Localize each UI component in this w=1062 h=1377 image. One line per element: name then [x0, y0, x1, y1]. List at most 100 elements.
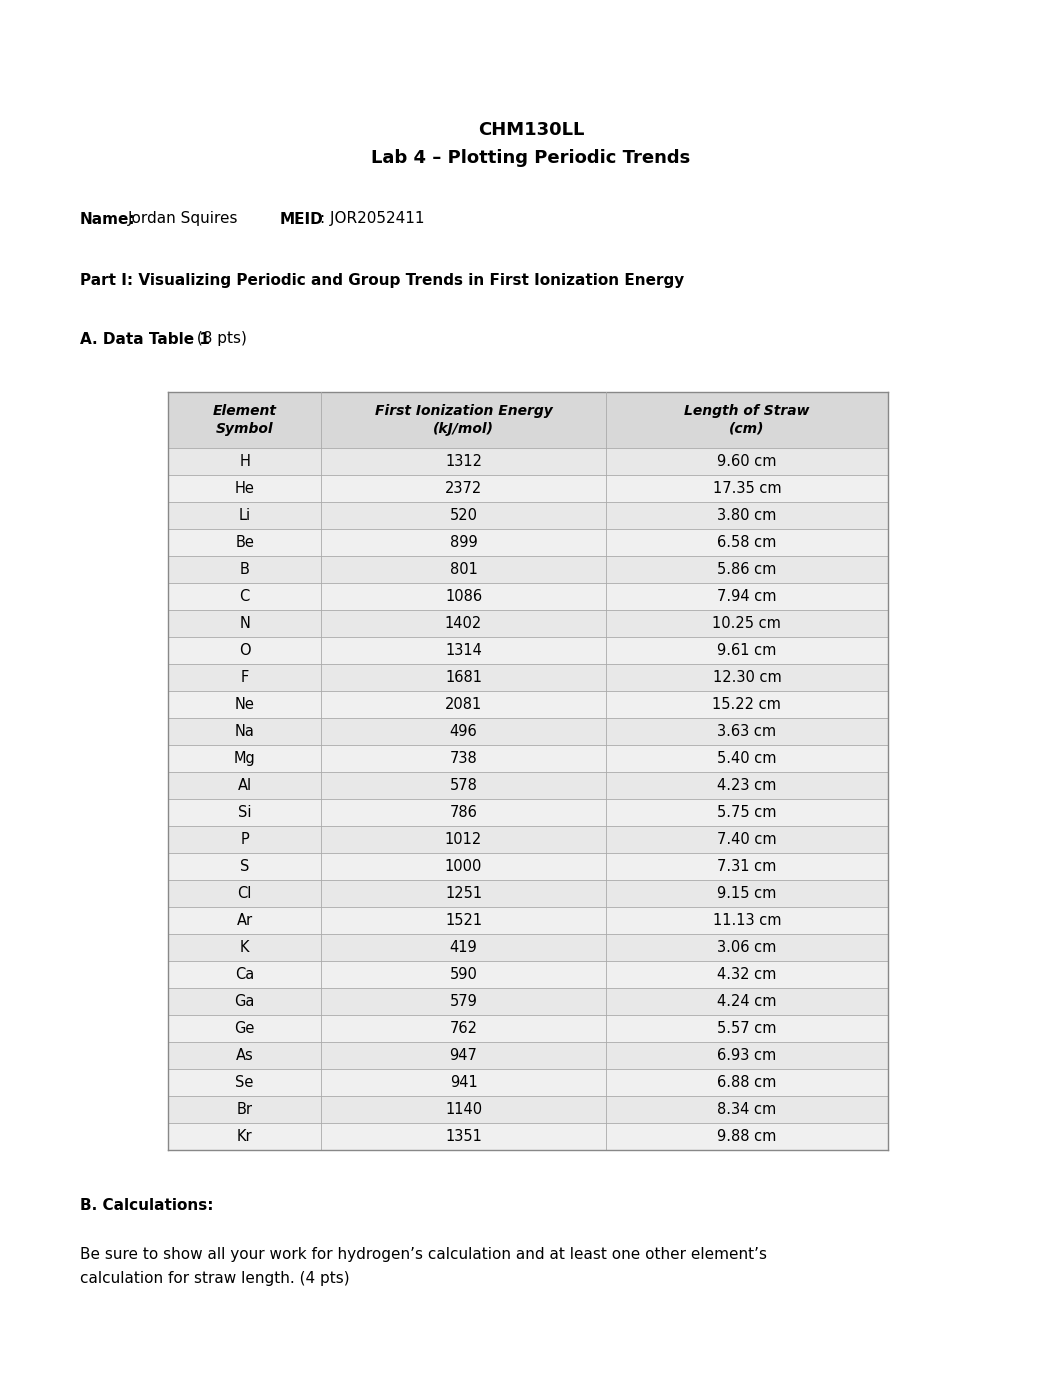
- Text: 4.32 cm: 4.32 cm: [717, 967, 776, 982]
- Text: 1312: 1312: [445, 454, 482, 470]
- Text: 1012: 1012: [445, 832, 482, 847]
- Text: 2081: 2081: [445, 697, 482, 712]
- Bar: [168, 717, 888, 745]
- Bar: [168, 1124, 888, 1150]
- Bar: [168, 1015, 888, 1042]
- Text: 1251: 1251: [445, 885, 482, 901]
- Bar: [168, 934, 888, 961]
- Text: 17.35 cm: 17.35 cm: [713, 481, 782, 496]
- Text: 5.57 cm: 5.57 cm: [717, 1020, 776, 1036]
- Text: 3.06 cm: 3.06 cm: [717, 940, 776, 956]
- Text: 5.75 cm: 5.75 cm: [717, 806, 776, 819]
- Bar: [168, 392, 888, 448]
- Bar: [168, 826, 888, 852]
- Text: 6.58 cm: 6.58 cm: [717, 536, 776, 549]
- Text: H: H: [239, 454, 251, 470]
- Text: 786: 786: [449, 806, 478, 819]
- Text: 899: 899: [449, 536, 478, 549]
- Text: 6.93 cm: 6.93 cm: [717, 1048, 776, 1063]
- Text: Part I: Visualizing Periodic and Group Trends in First Ionization Energy: Part I: Visualizing Periodic and Group T…: [80, 274, 684, 289]
- Text: 8.34 cm: 8.34 cm: [717, 1102, 776, 1117]
- Text: N: N: [239, 616, 251, 631]
- Text: Name:: Name:: [80, 212, 136, 226]
- Text: Se: Se: [236, 1075, 254, 1091]
- Text: 5.86 cm: 5.86 cm: [717, 562, 776, 577]
- Text: K: K: [240, 940, 250, 956]
- Text: O: O: [239, 643, 251, 658]
- Text: 941: 941: [449, 1075, 478, 1091]
- Bar: [168, 880, 888, 907]
- Text: 7.94 cm: 7.94 cm: [717, 589, 776, 605]
- Text: 1681: 1681: [445, 671, 482, 684]
- Bar: [168, 610, 888, 638]
- Text: 15.22 cm: 15.22 cm: [713, 697, 782, 712]
- Bar: [168, 503, 888, 529]
- Text: 6.88 cm: 6.88 cm: [717, 1075, 776, 1091]
- Text: As: As: [236, 1048, 254, 1063]
- Text: 801: 801: [449, 562, 478, 577]
- Text: 1402: 1402: [445, 616, 482, 631]
- Text: (cm): (cm): [730, 421, 765, 437]
- Text: 1521: 1521: [445, 913, 482, 928]
- Text: 2372: 2372: [445, 481, 482, 496]
- Bar: [168, 1069, 888, 1096]
- Text: A. Data Table 1: A. Data Table 1: [80, 332, 210, 347]
- Text: 578: 578: [449, 778, 478, 793]
- Bar: [168, 556, 888, 582]
- Text: Cl: Cl: [238, 885, 252, 901]
- Text: (8 pts): (8 pts): [192, 332, 246, 347]
- Text: 3.63 cm: 3.63 cm: [717, 724, 776, 739]
- Text: 11.13 cm: 11.13 cm: [713, 913, 782, 928]
- Text: 1314: 1314: [445, 643, 482, 658]
- Text: He: He: [235, 481, 255, 496]
- Text: P: P: [240, 832, 250, 847]
- Text: 10.25 cm: 10.25 cm: [713, 616, 782, 631]
- Bar: [168, 907, 888, 934]
- Text: Ar: Ar: [237, 913, 253, 928]
- Text: C: C: [240, 589, 250, 605]
- Bar: [168, 745, 888, 772]
- Text: 3.80 cm: 3.80 cm: [717, 508, 776, 523]
- Text: 7.40 cm: 7.40 cm: [717, 832, 776, 847]
- Text: Element: Element: [212, 403, 277, 419]
- Bar: [168, 638, 888, 664]
- Text: Ca: Ca: [235, 967, 254, 982]
- Text: B: B: [240, 562, 250, 577]
- Text: First Ionization Energy: First Ionization Energy: [375, 403, 552, 419]
- Text: MEID: MEID: [280, 212, 324, 226]
- Text: 1086: 1086: [445, 589, 482, 605]
- Text: 12.30 cm: 12.30 cm: [713, 671, 782, 684]
- Bar: [168, 799, 888, 826]
- Text: 9.15 cm: 9.15 cm: [717, 885, 776, 901]
- Text: Si: Si: [238, 806, 252, 819]
- Text: B. Calculations:: B. Calculations:: [80, 1198, 213, 1213]
- Bar: [168, 664, 888, 691]
- Bar: [168, 448, 888, 475]
- Text: (kJ/mol): (kJ/mol): [433, 421, 494, 437]
- Text: Mg: Mg: [234, 750, 256, 766]
- Text: 496: 496: [449, 724, 478, 739]
- Text: 590: 590: [449, 967, 478, 982]
- Text: 762: 762: [449, 1020, 478, 1036]
- Text: 9.60 cm: 9.60 cm: [717, 454, 776, 470]
- Text: 9.61 cm: 9.61 cm: [717, 643, 776, 658]
- Text: S: S: [240, 859, 250, 874]
- Bar: [168, 475, 888, 503]
- Text: 1140: 1140: [445, 1102, 482, 1117]
- Bar: [168, 582, 888, 610]
- Text: Jordan Squires: Jordan Squires: [129, 212, 239, 226]
- Bar: [168, 1042, 888, 1069]
- Text: Be: Be: [236, 536, 254, 549]
- Bar: [168, 691, 888, 717]
- Text: 738: 738: [449, 750, 478, 766]
- Text: Be sure to show all your work for hydrogen’s calculation and at least one other : Be sure to show all your work for hydrog…: [80, 1248, 767, 1263]
- Bar: [168, 852, 888, 880]
- Text: Lab 4 – Plotting Periodic Trends: Lab 4 – Plotting Periodic Trends: [372, 149, 690, 167]
- Text: Li: Li: [239, 508, 251, 523]
- Text: Br: Br: [237, 1102, 253, 1117]
- Bar: [168, 961, 888, 989]
- Text: Kr: Kr: [237, 1129, 253, 1144]
- Text: Ga: Ga: [235, 994, 255, 1009]
- Bar: [168, 529, 888, 556]
- Text: Length of Straw: Length of Straw: [684, 403, 809, 419]
